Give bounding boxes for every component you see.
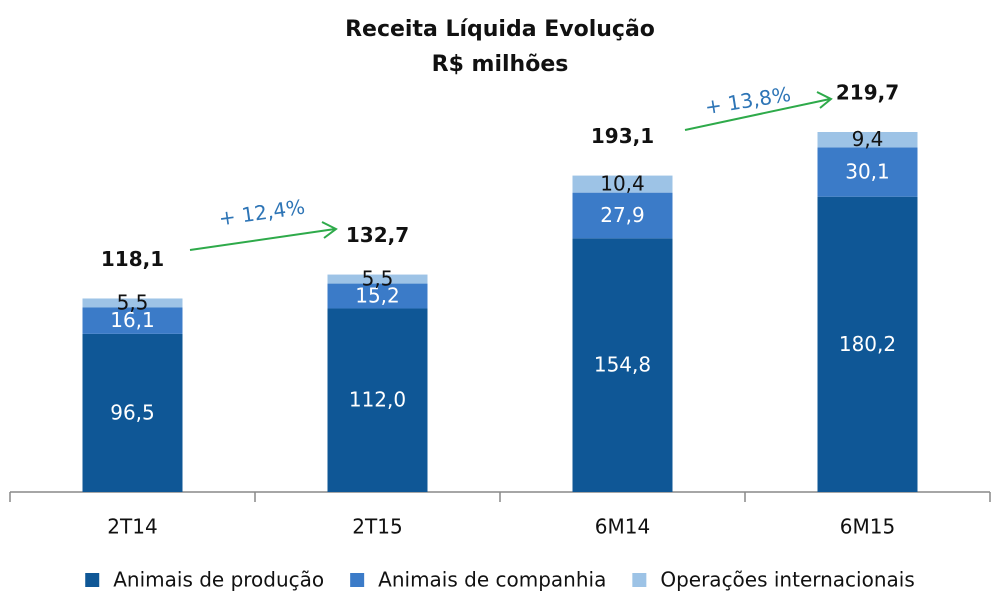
legend-label: Animais de companhia — [378, 568, 606, 592]
arrow-head — [321, 221, 338, 239]
bar-segment — [82, 298, 183, 308]
bar-segment — [817, 147, 918, 197]
bar-segment — [82, 333, 183, 492]
data-label: 5,5 — [117, 290, 149, 314]
growth-arrows — [189, 91, 833, 251]
data-label: 15,2 — [355, 284, 400, 308]
arrow-head — [816, 91, 833, 109]
data-label: 5,5 — [362, 267, 394, 291]
legend: Animais de produção Animais de companhia O… — [85, 568, 915, 592]
legend-swatch — [350, 573, 365, 587]
data-label: 16,1 — [110, 308, 155, 332]
bar-segment — [327, 308, 428, 492]
data-label: 154,8 — [594, 353, 651, 377]
bar-segment — [327, 274, 428, 284]
data-label: 112,0 — [349, 388, 406, 412]
bar-segment — [572, 238, 673, 492]
bar-segment — [572, 175, 673, 193]
bar-segment — [82, 307, 183, 334]
data-label: 9,4 — [852, 127, 884, 151]
chart-title: Receita Líquida Evolução — [345, 17, 655, 42]
legend-swatch — [632, 573, 647, 587]
annotation: + 13,8% — [703, 82, 792, 119]
bar-segment — [817, 196, 918, 493]
data-label: 96,5 — [110, 400, 155, 424]
x-tick-label: 2T15 — [352, 515, 402, 539]
legend-swatch — [85, 573, 100, 587]
data-label: 180,2 — [839, 332, 896, 356]
chart-subtitle: R$ milhões — [432, 52, 569, 77]
data-label: 30,1 — [845, 160, 890, 184]
bar-segment — [572, 192, 673, 239]
total-label: 132,7 — [346, 223, 409, 247]
x-tick-label: 6M15 — [840, 515, 895, 539]
bar-segment — [817, 132, 918, 148]
data-label: 10,4 — [600, 172, 645, 196]
arrow — [684, 98, 831, 131]
legend-label: Operações internacionais — [660, 568, 914, 592]
arrow — [189, 228, 336, 251]
annotation: + 12,4% — [217, 195, 306, 231]
total-label: 219,7 — [836, 81, 899, 105]
legend-label: Animais de produção — [113, 568, 324, 592]
bar-segment — [327, 283, 428, 309]
x-tick-label: 6M14 — [595, 515, 650, 539]
x-tick-label: 2T14 — [107, 515, 157, 539]
total-label: 118,1 — [101, 247, 164, 271]
data-label: 27,9 — [600, 203, 645, 227]
total-label: 193,1 — [591, 124, 654, 148]
